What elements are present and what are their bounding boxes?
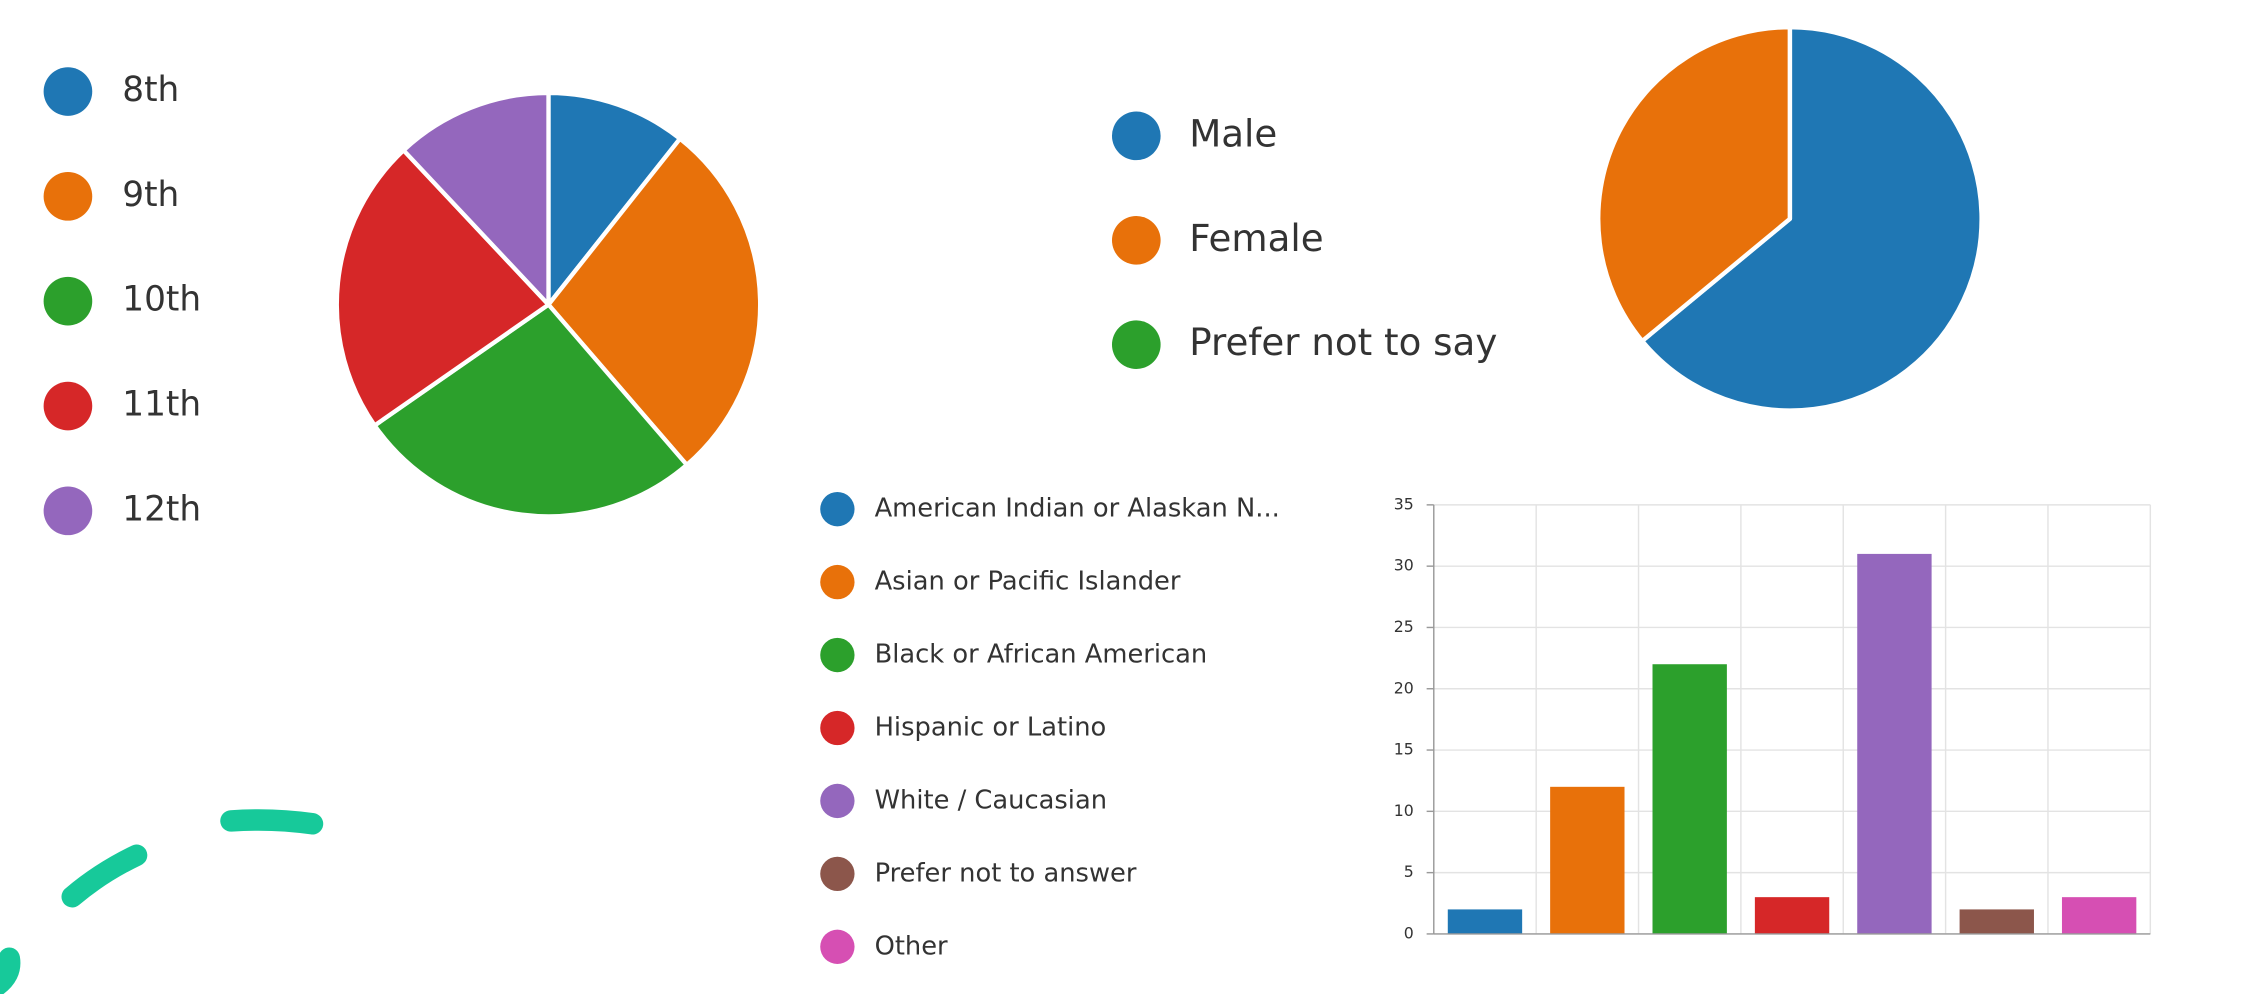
legend-label: Female: [1189, 216, 1323, 260]
legend-label: American Indian or Alaskan N...: [875, 494, 1280, 524]
legend-swatch: [820, 929, 855, 964]
y-tick-label: 35: [1394, 494, 1414, 513]
legend-swatch: [1111, 111, 1161, 161]
legend-swatch: [43, 67, 93, 116]
pie-slice: [334, 148, 551, 428]
legend-label: 8th: [122, 70, 179, 110]
legend-label: 11th: [122, 385, 201, 425]
legend-swatch: [1111, 215, 1161, 265]
pie-slice: [546, 136, 763, 468]
legend-label: 9th: [122, 175, 179, 215]
pie-slice: [1596, 25, 1793, 344]
bar: [1754, 897, 1830, 934]
legend-swatch: [820, 491, 855, 527]
legend-label: Prefer not to answer: [875, 858, 1137, 888]
bar: [1652, 664, 1727, 934]
legend-swatch: [43, 486, 93, 536]
legend-swatch: [820, 783, 855, 819]
legend-swatch: [820, 856, 855, 892]
bar: [1857, 553, 1932, 934]
y-tick-label: 20: [1394, 678, 1414, 697]
legend-swatch: [820, 564, 855, 600]
decoration: [0, 809, 324, 994]
y-tick-label: 30: [1394, 556, 1414, 575]
legend-label: Prefer not to say: [1189, 320, 1497, 364]
bar: [1447, 909, 1523, 934]
legend-label: White / Caucasian: [875, 785, 1107, 815]
y-tick-label: 10: [1394, 801, 1414, 820]
legend-label: Black or African American: [875, 640, 1208, 670]
pie-slice: [372, 302, 689, 519]
y-tick-label: 15: [1394, 740, 1414, 759]
pie-slice: [1640, 25, 1984, 413]
legend-swatch: [820, 710, 855, 746]
decor-stroke: [61, 844, 148, 908]
bar: [1550, 786, 1625, 934]
bar: [1959, 909, 2034, 934]
decor-stroke: [220, 809, 324, 835]
y-tick-label: 5: [1404, 862, 1414, 881]
legend-label: 10th: [122, 280, 201, 320]
y-tick-label: 0: [1404, 923, 1414, 942]
legend-label: Hispanic or Latino: [875, 712, 1107, 742]
legend-swatch: [43, 381, 93, 431]
y-tick-label: 25: [1394, 617, 1414, 636]
legend-label: Asian or Pacific Islander: [875, 567, 1181, 597]
pie-slice: [401, 90, 551, 307]
decor-stroke: [0, 947, 21, 994]
pie-slice: [546, 90, 683, 307]
legend-swatch: [43, 276, 93, 326]
legend-label: 12th: [122, 489, 201, 529]
legend-label: Other: [875, 931, 948, 961]
legend-swatch: [43, 172, 93, 221]
legend-swatch: [820, 637, 855, 673]
legend-swatch: [1111, 320, 1161, 369]
legend-label: Male: [1189, 111, 1277, 155]
bar: [2061, 897, 2137, 934]
